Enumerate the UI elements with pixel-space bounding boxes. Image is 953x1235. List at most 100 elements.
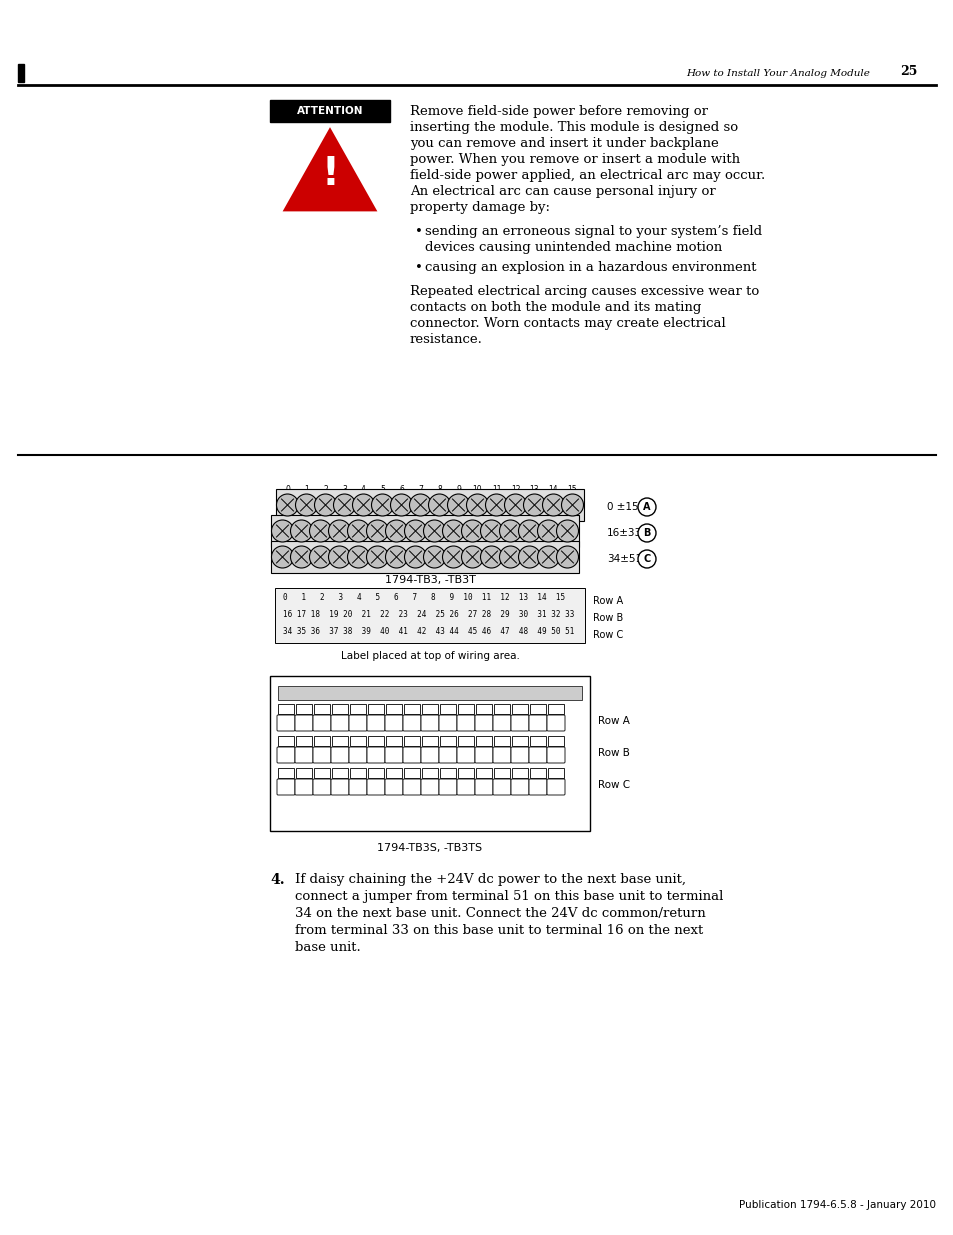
Text: field-side power applied, an electrical arc may occur.: field-side power applied, an electrical … (410, 169, 764, 182)
Text: 13: 13 (529, 484, 538, 494)
Bar (421, 736, 437, 746)
Circle shape (371, 494, 393, 516)
Circle shape (461, 546, 483, 568)
Circle shape (366, 520, 388, 542)
Bar (275, 489, 583, 521)
Circle shape (442, 546, 464, 568)
Bar (512, 768, 527, 778)
Bar (295, 736, 312, 746)
Circle shape (537, 546, 558, 568)
Bar (277, 736, 294, 746)
Circle shape (295, 494, 317, 516)
Text: 10: 10 (472, 484, 482, 494)
Text: 0 ±15: 0 ±15 (606, 501, 638, 513)
Bar (368, 736, 384, 746)
Text: 12: 12 (510, 484, 519, 494)
Text: 0: 0 (285, 484, 290, 494)
Text: 2: 2 (323, 484, 328, 494)
Bar (512, 704, 527, 714)
FancyBboxPatch shape (294, 747, 313, 763)
Bar (547, 768, 563, 778)
Circle shape (485, 494, 507, 516)
FancyBboxPatch shape (313, 715, 331, 731)
Bar (547, 704, 563, 714)
Bar (403, 736, 419, 746)
Circle shape (428, 494, 450, 516)
FancyBboxPatch shape (402, 747, 420, 763)
Circle shape (638, 550, 656, 568)
Bar (368, 704, 384, 714)
Text: If daisy chaining the +24V dc power to the next base unit,: If daisy chaining the +24V dc power to t… (294, 873, 685, 885)
Circle shape (328, 520, 350, 542)
Circle shape (272, 520, 294, 542)
Circle shape (499, 520, 521, 542)
Circle shape (537, 520, 558, 542)
Text: A: A (642, 501, 650, 513)
Bar (530, 736, 545, 746)
FancyBboxPatch shape (276, 779, 294, 795)
FancyBboxPatch shape (493, 779, 511, 795)
Text: Row B: Row B (598, 748, 629, 758)
Text: C: C (642, 555, 650, 564)
Text: Publication 1794-6.5.8 - January 2010: Publication 1794-6.5.8 - January 2010 (739, 1200, 935, 1210)
Text: property damage by:: property damage by: (410, 201, 550, 214)
FancyBboxPatch shape (546, 747, 564, 763)
Circle shape (366, 546, 388, 568)
Bar (439, 736, 456, 746)
Circle shape (276, 494, 298, 516)
Bar (547, 736, 563, 746)
Bar (18, 64, 24, 82)
FancyBboxPatch shape (493, 747, 511, 763)
FancyBboxPatch shape (349, 715, 367, 731)
Circle shape (518, 520, 540, 542)
Bar (350, 704, 366, 714)
Text: resistance.: resistance. (410, 333, 482, 346)
Bar (476, 768, 492, 778)
Bar (271, 515, 578, 547)
Polygon shape (285, 130, 375, 210)
Circle shape (352, 494, 375, 516)
Text: 16±33: 16±33 (606, 529, 641, 538)
Circle shape (334, 494, 355, 516)
Circle shape (385, 546, 407, 568)
Circle shape (480, 546, 502, 568)
Bar (386, 704, 401, 714)
Bar (295, 768, 312, 778)
Circle shape (638, 498, 656, 516)
FancyBboxPatch shape (475, 779, 493, 795)
Text: •: • (415, 225, 422, 238)
Bar (277, 685, 581, 700)
Bar (439, 704, 456, 714)
Bar (270, 676, 589, 831)
Circle shape (309, 520, 331, 542)
Bar (332, 768, 348, 778)
Text: 34±51: 34±51 (606, 555, 641, 564)
FancyBboxPatch shape (294, 715, 313, 731)
Bar (271, 541, 578, 573)
FancyBboxPatch shape (294, 779, 313, 795)
Bar (421, 768, 437, 778)
Text: 34 on the next base unit. Connect the 24V dc common/return: 34 on the next base unit. Connect the 24… (294, 906, 705, 920)
Bar (457, 768, 474, 778)
Bar (274, 588, 584, 643)
Text: 6: 6 (398, 484, 403, 494)
Text: ATTENTION: ATTENTION (296, 106, 363, 116)
FancyBboxPatch shape (475, 747, 493, 763)
Circle shape (404, 546, 426, 568)
FancyBboxPatch shape (331, 747, 349, 763)
FancyBboxPatch shape (546, 779, 564, 795)
Circle shape (461, 520, 483, 542)
Bar (332, 704, 348, 714)
Text: Row A: Row A (593, 597, 622, 606)
Text: 1794-TB3S, -TB3TS: 1794-TB3S, -TB3TS (377, 844, 482, 853)
FancyBboxPatch shape (331, 715, 349, 731)
Circle shape (523, 494, 545, 516)
FancyBboxPatch shape (493, 715, 511, 731)
Circle shape (272, 546, 294, 568)
FancyBboxPatch shape (367, 747, 385, 763)
Circle shape (385, 520, 407, 542)
Text: Row C: Row C (598, 781, 630, 790)
Bar (314, 768, 330, 778)
Text: 34 35 36  37 38  39  40  41  42  43 44  45 46  47  48  49 50 51: 34 35 36 37 38 39 40 41 42 43 44 45 46 4… (283, 627, 574, 636)
Circle shape (291, 520, 313, 542)
